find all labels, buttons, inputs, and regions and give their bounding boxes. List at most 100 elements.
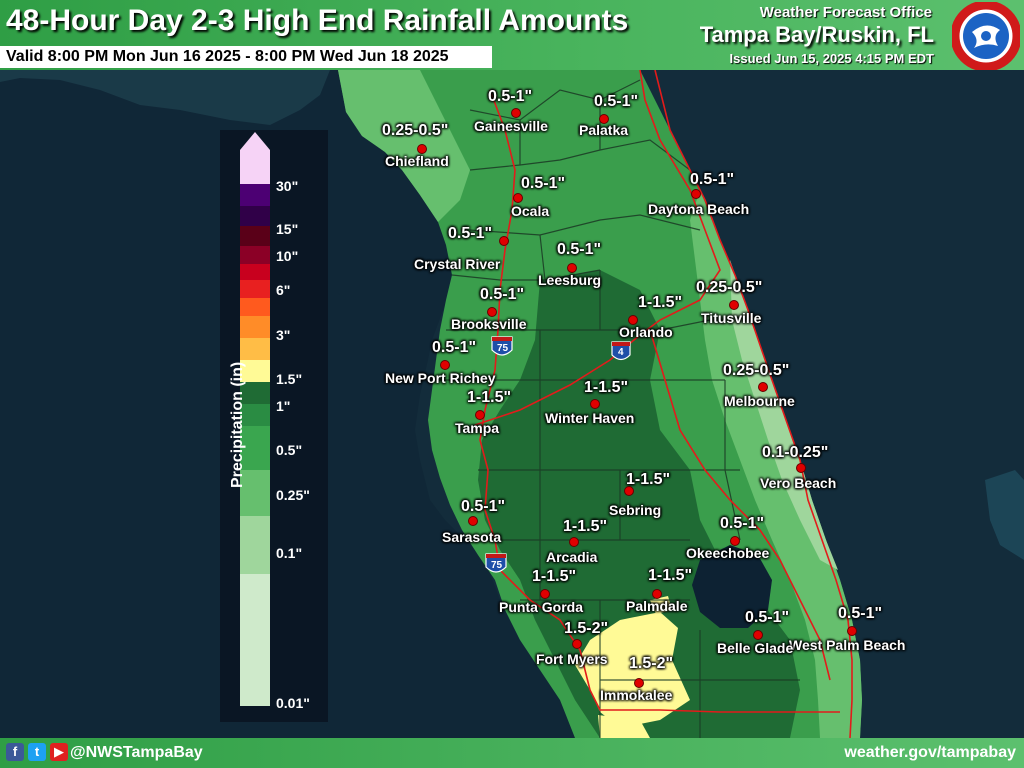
i75-south-shield [485, 553, 507, 573]
legend-bin [240, 360, 270, 382]
legend-bin [240, 574, 270, 706]
city-marker [847, 626, 857, 636]
city-rainfall-value: 1-1.5" [532, 568, 577, 585]
city-marker [540, 589, 550, 599]
map-title: 48-Hour Day 2-3 High End Rainfall Amount… [6, 4, 629, 37]
website-link[interactable]: weather.gov/tampabay [844, 744, 1016, 761]
city-rainfall-value: 0.25-0.5" [723, 362, 790, 379]
city-name: Gainesville [474, 118, 548, 134]
legend-tick-label: 10" [276, 248, 299, 264]
city-name: Punta Gorda [499, 599, 584, 615]
city-marker [590, 399, 600, 409]
city-marker [628, 315, 638, 325]
city-name: Tampa [455, 420, 500, 436]
city-name: Orlando [619, 324, 673, 340]
zone-south-yellow [598, 715, 650, 738]
i4-shield [611, 341, 631, 361]
city-rainfall-value: 0.5-1" [521, 175, 566, 192]
valid-time: Valid 8:00 PM Mon Jun 16 2025 - 8:00 PM … [6, 48, 449, 65]
city-name: Daytona Beach [648, 201, 750, 217]
city-marker [652, 589, 662, 599]
valid-bar [0, 46, 492, 68]
legend-bin [240, 298, 270, 316]
legend-tick-label: 1" [276, 398, 291, 414]
city-name: New Port Richey [385, 370, 496, 386]
city-name: Titusville [701, 310, 762, 326]
city-name: Melbourne [724, 393, 795, 409]
city-rainfall-value: 0.5-1" [745, 609, 790, 626]
city-rainfall-value: 1-1.5" [648, 567, 693, 584]
legend-tick-label: 0.1" [276, 545, 303, 561]
social-handle[interactable]: @NWSTampaBay [70, 744, 203, 761]
city-rainfall-value: 1-1.5" [563, 518, 608, 535]
city-rainfall-value: 0.5-1" [594, 93, 639, 110]
issued-time: Issued Jun 15, 2025 4:15 PM EDT [729, 51, 934, 66]
i4-label: 4 [618, 347, 624, 358]
island-bahamas [985, 470, 1024, 560]
legend-bin [240, 226, 270, 246]
city-name: Palatka [579, 122, 629, 138]
city-rainfall-value: 0.5-1" [461, 498, 506, 515]
city-rainfall-value: 0.5-1" [690, 171, 735, 188]
city-marker [758, 382, 768, 392]
city-marker [567, 263, 577, 273]
city-rainfall-value: 1-1.5" [626, 471, 671, 488]
legend-tick-label: 0.25" [276, 487, 310, 503]
i75-north-shield [491, 336, 513, 356]
city-name: Ocala [511, 203, 550, 219]
city-name: Okeechobee [686, 545, 770, 561]
nws-logo [952, 2, 1020, 70]
city-rainfall-value: 0.25-0.5" [696, 279, 763, 296]
youtube-icon[interactable]: ▶ [50, 743, 68, 761]
city-rainfall-value: 0.5-1" [448, 225, 493, 242]
legend-panel [220, 130, 328, 722]
city-marker [730, 536, 740, 546]
office-name: Tampa Bay/Ruskin, FL [699, 22, 934, 47]
legend-bin [240, 382, 270, 404]
zone-fort-myers-yellow [575, 612, 690, 728]
city-rainfall-value: 1.5-2" [564, 620, 609, 637]
land-west-coast [0, 70, 330, 125]
city-marker [599, 114, 609, 124]
zone-east-coast-light [690, 190, 862, 738]
city-rainfall-value: 0.5-1" [488, 88, 533, 105]
city-marker [796, 463, 806, 473]
city-name: Crystal River [414, 256, 501, 272]
legend-tick-label: 1.5" [276, 371, 303, 387]
city-rainfall-value: 1-1.5" [638, 294, 683, 311]
i75-north-label: 75 [497, 343, 509, 354]
city-marker [513, 193, 523, 203]
legend-title: Precipitation (in) [229, 361, 246, 488]
city-marker [753, 630, 763, 640]
city-name: Sarasota [442, 529, 502, 545]
zone-north-light [338, 70, 470, 222]
legend-colorbar [240, 132, 270, 706]
city-name: Winter Haven [545, 410, 635, 426]
city-marker [624, 486, 634, 496]
city-rainfall-value: 0.5-1" [720, 515, 765, 532]
city-rainfall-value: 0.5-1" [838, 605, 883, 622]
city-marker [569, 537, 579, 547]
city-name: West Palm Beach [789, 637, 906, 653]
legend-bin [240, 404, 270, 426]
legend-bin [240, 280, 270, 298]
city-rainfall-value: 1-1.5" [467, 389, 512, 406]
city-rainfall-value: 0.25-0.5" [382, 122, 449, 139]
legend-bin [240, 246, 270, 264]
legend-arrow [240, 132, 270, 150]
legend-bin [240, 470, 270, 516]
i75-south-label: 75 [491, 560, 503, 571]
twitter-icon[interactable]: t [28, 743, 46, 761]
city-name: Belle Glade [717, 640, 794, 656]
city-rainfall-value: 1-1.5" [584, 379, 629, 396]
legend-tick-label: 0.01" [276, 695, 310, 711]
city-name: Brooksville [451, 316, 527, 332]
legend-bin [240, 516, 270, 574]
facebook-icon[interactable]: f [6, 743, 24, 761]
legend-bin [240, 338, 270, 360]
legend-bin [240, 316, 270, 338]
city-name: Palmdale [626, 598, 688, 614]
legend-tick-label: 0.5" [276, 442, 303, 458]
city-marker [417, 144, 427, 154]
legend-bin [240, 206, 270, 226]
